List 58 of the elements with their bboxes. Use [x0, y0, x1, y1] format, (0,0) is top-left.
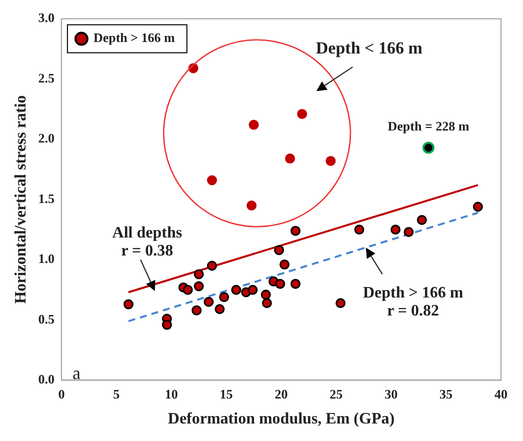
x-tick-label: 35	[440, 386, 454, 402]
annotation: r = 0.38	[121, 242, 174, 260]
y-tick-label: 0.5	[38, 311, 55, 326]
point	[422, 142, 434, 154]
point	[336, 298, 346, 308]
y-tick-label: 2.0	[38, 130, 54, 146]
point	[472, 202, 483, 212]
point	[285, 154, 296, 164]
x-tick-label: 15	[220, 386, 234, 402]
point	[123, 299, 134, 310]
point	[290, 278, 301, 289]
point	[162, 320, 172, 330]
y-tick-label: 2.5	[38, 70, 55, 86]
point	[194, 269, 204, 280]
point	[354, 224, 364, 235]
annotation: Depth > 166 m	[362, 284, 464, 302]
annotation: Depth < 166 m	[316, 38, 422, 58]
point	[206, 175, 217, 186]
point	[194, 281, 204, 292]
point	[297, 108, 308, 119]
x-tick-label: 40	[494, 386, 508, 402]
point	[262, 298, 272, 308]
point	[275, 278, 286, 289]
legend-label: Depth > 166 m	[93, 30, 176, 46]
y-tick-label: 1.0	[38, 251, 54, 266]
x-axis-title: Deformation modulus, Em (GPa)	[168, 410, 395, 428]
x-tick-label: 10	[164, 386, 178, 402]
point	[248, 120, 259, 130]
y-tick-label: 3.0	[38, 10, 54, 26]
point	[290, 226, 301, 236]
x-tick-label: 5	[113, 386, 120, 402]
annotation: All depths	[112, 224, 182, 242]
point	[326, 156, 336, 166]
y-tick-label: 1.5	[38, 190, 55, 206]
point	[248, 284, 258, 295]
x-tick-label: 30	[384, 386, 398, 402]
annotation: r = 0.82	[387, 302, 440, 320]
x-tick-label: 0	[58, 386, 65, 402]
point	[390, 224, 401, 235]
point	[219, 292, 230, 302]
point	[182, 284, 193, 295]
point	[192, 305, 202, 316]
point	[246, 200, 257, 211]
point	[280, 260, 290, 270]
annotation: Depth = 228 m	[388, 118, 470, 134]
x-tick-label: 25	[330, 386, 344, 402]
point	[231, 284, 242, 295]
point	[404, 227, 414, 238]
point	[206, 260, 217, 271]
x-tick-label: 20	[274, 386, 288, 402]
point	[416, 214, 427, 225]
y-tick-label: 0.0	[38, 372, 54, 387]
annotation: a	[72, 362, 80, 383]
point	[214, 304, 225, 314]
point	[274, 245, 284, 256]
point	[204, 296, 214, 307]
y-axis-title: Horizontal/vertical stress ratio	[12, 95, 30, 304]
point	[260, 290, 271, 300]
